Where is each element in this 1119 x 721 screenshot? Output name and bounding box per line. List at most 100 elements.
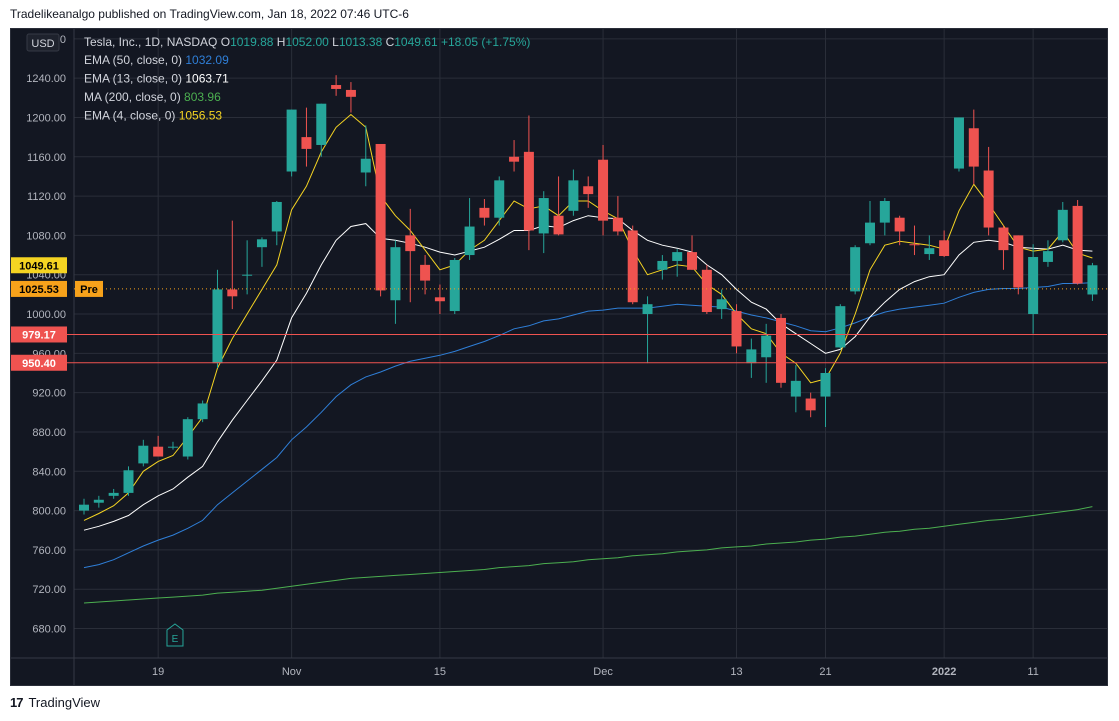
candle-body [716,299,727,310]
legend-study-value: 803.96 [184,90,221,104]
candle-body [167,446,178,448]
candle-body [835,306,846,348]
candle-body [1028,257,1039,315]
legend-study: EMA (4, close, 0) 1056.53 [84,109,222,123]
y-tick-label: 880.00 [32,427,66,439]
candle-body [242,274,253,276]
candle-body [405,235,416,252]
hline-label: 979.17 [22,329,56,341]
candle-body [894,217,905,232]
y-tick-label: 1200.00 [26,112,66,124]
hline-label-bg [11,354,67,371]
y-tick-label: 1120.00 [27,191,66,203]
candle-body [672,252,683,261]
legend-study-label[interactable]: MA (200, close, 0) [84,90,184,104]
candle-body [316,103,327,145]
candle-body [390,247,401,301]
legend-ohlc-part: Tesla, Inc., 1D, NASDAQ [84,35,221,49]
y-tick-label: 840.00 [32,466,66,478]
candle-body [479,207,490,218]
candle-body [108,492,119,496]
premarket-badge-bg [75,280,103,297]
candle-body [79,504,89,511]
legend-study-value: 1032.09 [185,53,229,67]
candle-body [1072,205,1083,284]
tradingview-logo-icon: 17 [10,695,24,710]
publisher-line: Tradelikeanalgo published on TradingView… [10,7,409,21]
candle-body [286,109,297,172]
candle-body [538,198,549,234]
candle-body [123,470,134,493]
footer: 17 TradingView [10,695,100,710]
candle-body [909,244,920,246]
candle-body [642,304,653,315]
candle-body [1057,209,1068,241]
candle-body [434,297,445,302]
legend-study-value: 1056.53 [179,109,223,123]
candle-body [345,89,356,97]
candle-body [271,201,282,232]
candle-body [1013,235,1024,288]
candle-body [197,403,208,420]
candle-body [820,372,831,397]
x-tick-label: 11 [1027,666,1038,678]
y-tick-label: 920.00 [32,388,66,400]
legend-ohlc-part: 1019.88 [230,35,277,49]
candle-body [360,158,371,173]
candle-body [983,170,994,228]
candle-body [746,349,757,364]
candle-body [1087,265,1098,295]
legend-ohlc-part: 1013.38 [339,35,386,49]
legend-study-value: 1063.71 [185,72,229,86]
candle-body [939,240,950,257]
x-tick-label: 15 [434,666,446,678]
legend-ohlc-part: L [332,35,339,49]
legend-study: EMA (13, close, 0) 1063.71 [84,72,229,86]
y-tick-label: 1160.00 [27,152,66,164]
y-tick-label: 720.00 [32,584,66,596]
candle-body [598,159,609,221]
candle-body [583,186,594,195]
last-price-label: 1049.61 [19,260,59,272]
candle-body [256,239,267,248]
legend-study-label[interactable]: EMA (13, close, 0) [84,72,185,86]
legend-ohlc-part: 1049.61 [394,35,441,49]
candlestick-chart[interactable]: 680.00 720.00 760.00 800.00 840.00 880.00 920.… [11,29,1107,685]
candle-body [850,247,861,292]
candle-body [568,180,579,211]
earnings-marker-label: E [172,634,179,645]
chart-frame[interactable]: 680.00 720.00 760.00 800.00 840.00 880.00 920.… [10,28,1108,686]
chart-legend: Tesla, Inc., 1D, NASDAQ O1019.88 H1052.0… [84,35,530,123]
candle-body [864,222,875,244]
candle-body [627,230,638,303]
candle-body [657,260,668,270]
footer-brand[interactable]: TradingView [28,695,101,710]
candle-body [212,289,223,364]
candle-body [953,117,964,169]
currency-label: USD [31,38,54,50]
x-tick-label: 13 [730,666,742,678]
candle-body [998,227,1009,251]
candle-body [464,226,475,256]
legend-study-label[interactable]: EMA (50, close, 0) [84,53,185,67]
candle-body [449,259,460,312]
candle-body [331,85,342,89]
legend-study-label[interactable]: EMA (4, close, 0) [84,109,179,123]
y-tick-label: 1080.00 [26,230,66,242]
legend-ohlc-part: H [277,35,286,49]
premarket-badge: Pre [80,284,98,296]
candle-body [924,248,935,255]
candle-body [761,335,772,358]
x-tick-label: Nov [282,666,302,678]
ema50-line [83,282,1093,569]
candle-body [153,446,164,457]
y-tick-label: 1240.00 [26,73,66,85]
x-tick-label: Dec [593,666,613,678]
candle-body [790,380,801,397]
x-tick-label: 2022 [932,666,956,678]
candle-body [494,180,505,218]
legend-ohlc-part: O [221,35,230,49]
candle-body [509,156,520,162]
candle-body [1042,251,1053,262]
candle-body [227,289,238,297]
